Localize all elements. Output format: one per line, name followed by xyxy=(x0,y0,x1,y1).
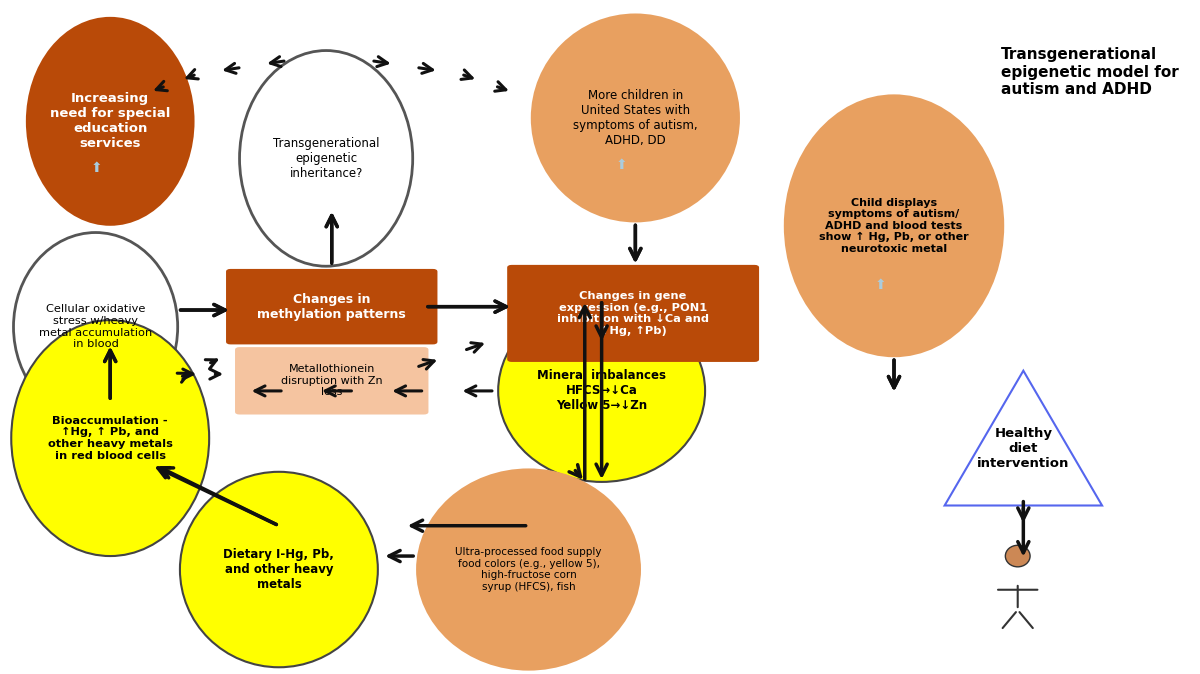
Text: Mineral imbalances
HFCS→↓Ca
Yellow 5→↓Zn: Mineral imbalances HFCS→↓Ca Yellow 5→↓Zn xyxy=(538,369,666,412)
FancyBboxPatch shape xyxy=(235,347,428,415)
Text: Transgenerational
epigenetic model for
autism and ADHD: Transgenerational epigenetic model for a… xyxy=(1001,47,1178,97)
Polygon shape xyxy=(944,371,1102,506)
Text: ⬆: ⬆ xyxy=(91,161,102,175)
Text: Changes in gene
expression (e.g., PON1
inhibition with ↓Ca and
↑Hg, ↑Pb): Changes in gene expression (e.g., PON1 i… xyxy=(557,291,709,336)
Text: More children in
United States with
symptoms of autism,
ADHD, DD: More children in United States with symp… xyxy=(574,89,697,147)
Text: ⬆: ⬆ xyxy=(616,158,628,172)
Text: Bioaccumulation -
↑Hg, ↑ Pb, and
other heavy metals
in red blood cells: Bioaccumulation - ↑Hg, ↑ Pb, and other h… xyxy=(48,416,173,460)
Text: Dietary I-Hg, Pb,
and other heavy
metals: Dietary I-Hg, Pb, and other heavy metals xyxy=(223,548,335,591)
Text: Healthy
diet
intervention: Healthy diet intervention xyxy=(977,427,1069,470)
Text: Transgenerational
epigenetic
inheritance?: Transgenerational epigenetic inheritance… xyxy=(272,137,379,180)
Ellipse shape xyxy=(11,320,209,556)
Text: ⬆: ⬆ xyxy=(875,278,887,292)
Ellipse shape xyxy=(498,300,706,482)
Text: Cellular oxidative
stress w/heavy
metal accumulation
in blood: Cellular oxidative stress w/heavy metal … xyxy=(38,305,152,349)
Text: Increasing
need for special
education
services: Increasing need for special education se… xyxy=(50,92,170,150)
FancyBboxPatch shape xyxy=(508,265,760,362)
Text: Ultra-processed food supply
food colors (e.g., yellow 5),
high-fructose corn
syr: Ultra-processed food supply food colors … xyxy=(455,547,601,592)
Text: Changes in
methylation patterns: Changes in methylation patterns xyxy=(257,293,406,321)
Ellipse shape xyxy=(240,51,413,266)
Ellipse shape xyxy=(1006,545,1030,567)
Ellipse shape xyxy=(26,17,194,226)
Ellipse shape xyxy=(416,468,641,671)
Ellipse shape xyxy=(180,472,378,667)
Text: Metallothionein
disruption with Zn
loss: Metallothionein disruption with Zn loss xyxy=(281,364,383,398)
FancyBboxPatch shape xyxy=(226,269,438,344)
Ellipse shape xyxy=(784,94,1004,357)
Ellipse shape xyxy=(530,13,740,222)
Text: Child displays
symptoms of autism/
ADHD and blood tests
show ↑ Hg, Pb, or other
: Child displays symptoms of autism/ ADHD … xyxy=(820,197,968,254)
Ellipse shape xyxy=(13,233,178,421)
